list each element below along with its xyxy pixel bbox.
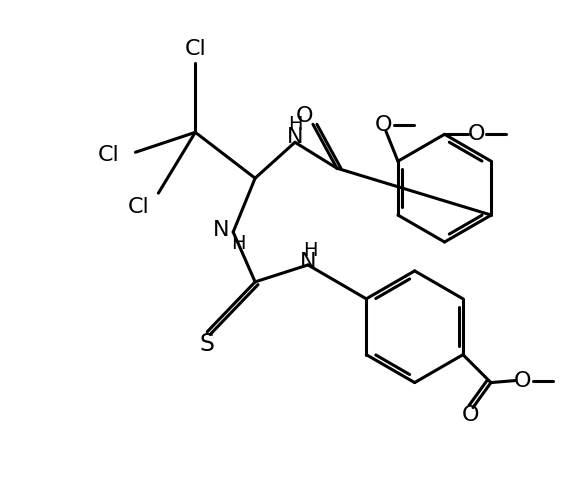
Text: Cl: Cl xyxy=(128,197,149,217)
Text: Cl: Cl xyxy=(98,145,120,165)
Text: H: H xyxy=(303,241,317,261)
Text: O: O xyxy=(296,107,314,126)
Text: H: H xyxy=(231,235,246,253)
Text: O: O xyxy=(375,115,393,135)
Text: O: O xyxy=(468,124,485,144)
Text: Cl: Cl xyxy=(185,38,206,59)
Text: O: O xyxy=(462,406,480,425)
Text: S: S xyxy=(200,332,214,356)
Text: H: H xyxy=(288,115,302,134)
Text: N: N xyxy=(287,127,303,147)
Text: O: O xyxy=(514,371,532,391)
Text: N: N xyxy=(299,252,316,272)
Text: N: N xyxy=(213,220,230,240)
